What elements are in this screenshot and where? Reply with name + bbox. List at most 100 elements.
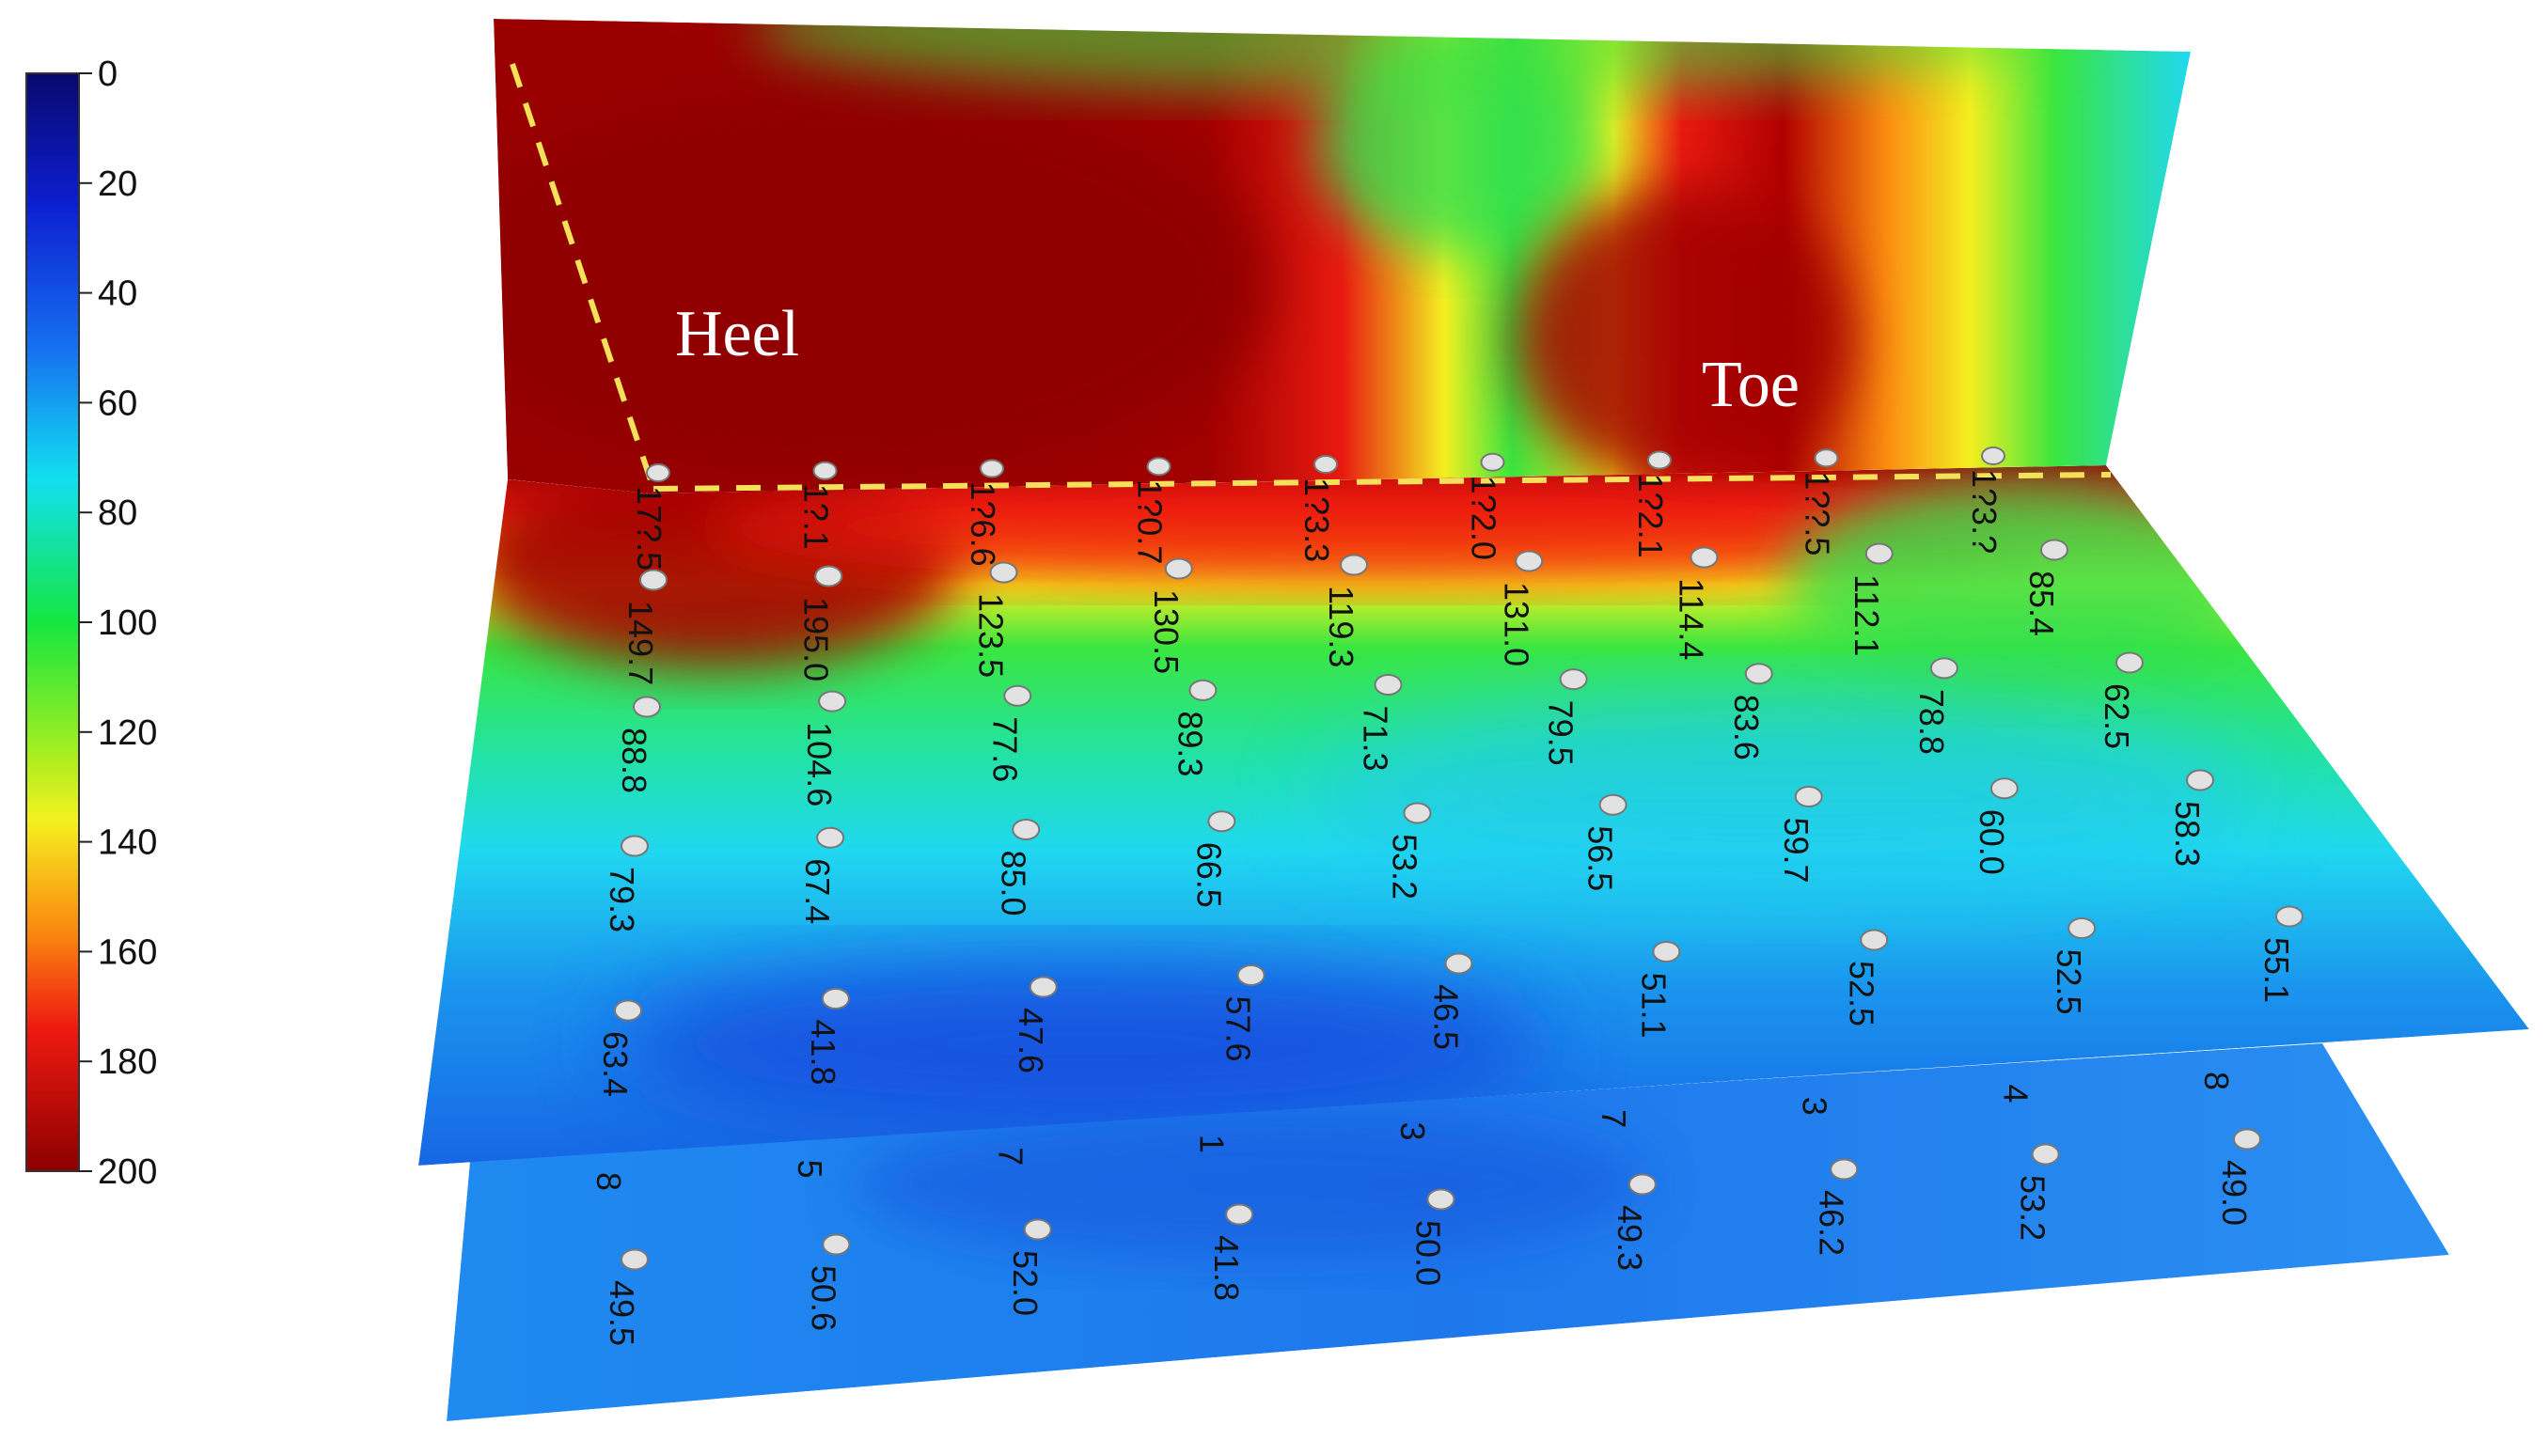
- value-label: 53.2: [2014, 1175, 2052, 1241]
- vertical-plate: [494, 19, 2191, 493]
- colorbar-tick-label: 0: [98, 55, 118, 94]
- vertical-toe-hot-zone: [1514, 188, 1852, 489]
- value-label: 52.5: [2050, 949, 2088, 1015]
- fusion-line-base: [652, 472, 2112, 492]
- value-label: 77.6: [985, 716, 1024, 782]
- measurement-marker: [1830, 1158, 1859, 1181]
- value-label: 51.1: [1634, 973, 1673, 1039]
- measurement-marker: [1744, 663, 1773, 685]
- measurement-marker: [633, 696, 661, 718]
- value-label: 1?2.0: [1465, 476, 1503, 560]
- measurement-marker: [1794, 786, 1823, 807]
- measurement-marker: [1989, 777, 2019, 800]
- heel-label: Heel: [675, 298, 799, 370]
- measurement-marker: [1146, 457, 1171, 477]
- measurement-marker: [1690, 546, 1719, 569]
- measurement-marker: [1929, 657, 1958, 680]
- measurement-marker: [1864, 542, 1894, 565]
- value-label: 195.0: [796, 597, 835, 681]
- measurement-marker: [2115, 651, 2144, 674]
- value-label: 131.0: [1497, 582, 1535, 666]
- colorbar-tick-label: 120: [98, 713, 157, 753]
- measurement-marker: [1236, 964, 1266, 986]
- measurement-marker: [1340, 554, 1368, 576]
- value-label: 130.5: [1147, 589, 1186, 674]
- colorbar-tick-label: 200: [98, 1152, 157, 1192]
- value-label: 78.8: [1912, 689, 1951, 755]
- measurement-marker: [621, 835, 649, 857]
- measurement-marker: [1515, 550, 1544, 572]
- value-label: 4: [1996, 1084, 2035, 1103]
- measurement-marker: [1627, 1173, 1657, 1196]
- value-label: 3: [1796, 1097, 1834, 1116]
- value-label: 8: [2197, 1072, 2236, 1090]
- value-label: 46.5: [1427, 984, 1466, 1050]
- colorbar-tick-label: 60: [98, 384, 137, 423]
- value-label: 149.7: [621, 601, 660, 685]
- value-label: 8: [590, 1172, 628, 1191]
- value-label: 1?3.?: [1965, 469, 2004, 554]
- value-label: 79.3: [603, 867, 641, 932]
- value-label: 89.3: [1171, 711, 1209, 776]
- value-label: 114.4: [1673, 578, 1711, 660]
- measurement-marker: [1426, 1188, 1455, 1211]
- measurement-marker: [1003, 684, 1032, 707]
- value-label: 83.6: [1727, 695, 1766, 760]
- value-label: 67.4: [798, 858, 837, 924]
- colorbar-tick-label: 180: [98, 1042, 157, 1082]
- measurement-marker: [818, 690, 847, 712]
- colorbar-tick-label: 100: [98, 603, 157, 643]
- value-label: 1?0.7: [1131, 479, 1170, 564]
- measurement-marker: [1444, 952, 1473, 975]
- value-label: 46.2: [1812, 1190, 1850, 1256]
- measurement-marker: [989, 561, 1018, 584]
- measurement-marker: [1647, 450, 1672, 470]
- measurement-marker: [1981, 446, 2005, 465]
- value-label: 55.1: [2257, 937, 2296, 1003]
- measurement-marker: [1023, 1218, 1052, 1241]
- measurement-marker: [1403, 802, 1432, 824]
- value-label: 85.0: [994, 851, 1032, 916]
- horizontal-green-right: [1786, 479, 2256, 686]
- measurement-marker: [1860, 929, 1889, 951]
- value-label: 62.5: [2098, 683, 2136, 749]
- measurement-marker: [822, 1233, 851, 1256]
- colorbar-tick-label: 40: [98, 274, 137, 314]
- measurement-marker: [2067, 917, 2097, 939]
- measurement-marker: [1598, 793, 1627, 816]
- measurement-marker: [1188, 679, 1218, 701]
- measurement-marker: [646, 463, 670, 482]
- value-label: 52.5: [1842, 961, 1880, 1026]
- measurement-marker: [1559, 668, 1588, 691]
- value-label: 56.5: [1581, 825, 1620, 891]
- value-label: 52.0: [1006, 1250, 1045, 1316]
- value-label: 88.8: [615, 728, 653, 793]
- value-label: 123.5: [972, 593, 1011, 678]
- measurement-marker: [814, 565, 843, 587]
- value-label: 47.6: [1012, 1008, 1050, 1073]
- value-label: 85.4: [2022, 571, 2061, 636]
- horizontal-plate: [418, 465, 2529, 1166]
- value-label: 59.7: [1777, 818, 1816, 884]
- horizontal-cyan-zone: [1316, 696, 2256, 902]
- value-label: 104.6: [800, 722, 839, 806]
- fusion-line-heel: [510, 63, 656, 490]
- lower-plate-dark-patch: [856, 1109, 1645, 1260]
- value-label: 79.5: [1542, 700, 1580, 766]
- value-label: 50.6: [804, 1265, 842, 1331]
- measurement-marker: [1225, 1203, 1254, 1226]
- value-label: 41.8: [1207, 1235, 1246, 1301]
- value-label: 1?.1: [797, 484, 836, 550]
- value-label: 50.0: [1409, 1220, 1448, 1286]
- value-label: 53.2: [1386, 834, 1424, 900]
- toe-label: Toe: [1702, 349, 1800, 421]
- value-label: 112.1: [1847, 574, 1886, 656]
- measurement-marker: [1652, 941, 1681, 963]
- measurement-marker: [639, 569, 668, 591]
- value-label: 7: [1595, 1109, 1633, 1128]
- measurement-marker: [2040, 539, 2068, 561]
- measurement-marker: [821, 988, 850, 1010]
- value-label: 1?3.3: [1297, 478, 1336, 562]
- colorbar-gradient: [25, 72, 80, 1172]
